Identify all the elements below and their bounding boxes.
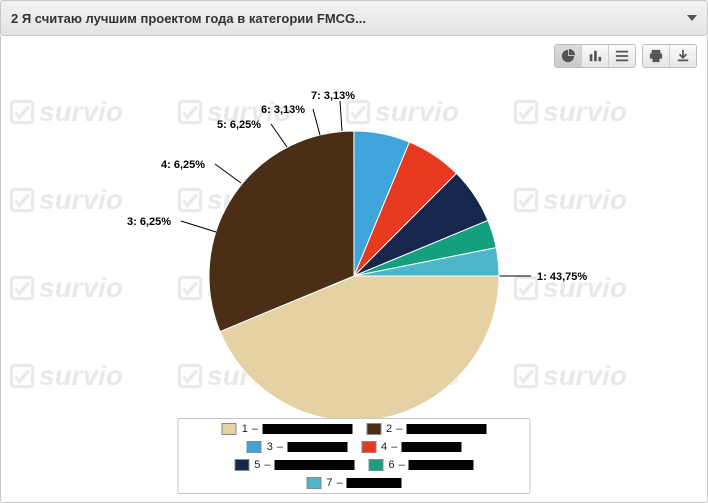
slice-label-7: 7: 3,13%: [311, 90, 355, 102]
chart-panel: surviosurviosurviosurviosurviosurviosurv…: [0, 36, 708, 503]
legend-item-2[interactable]: 2 –: [366, 423, 486, 435]
pie-chart-button[interactable]: [555, 45, 582, 67]
slice-label-6: 6: 3,13%: [261, 104, 305, 116]
panel-header[interactable]: 2 Я считаю лучшим проектом года в катего…: [0, 0, 708, 36]
chart-toolbar: [554, 44, 697, 68]
legend-item-6[interactable]: 6 –: [369, 459, 474, 471]
slice-label-3: 3: 6,25%: [127, 216, 171, 228]
pie-chart: 1: 43,75%2: 31,25%3: 6,25%4: 6,25%5: 6,2…: [1, 76, 707, 456]
list-button[interactable]: [609, 45, 635, 67]
download-button[interactable]: [670, 45, 696, 67]
legend-item-4[interactable]: 4 –: [361, 441, 461, 453]
legend-item-1[interactable]: 1 –: [222, 423, 352, 435]
slice-label-1: 1: 43,75%: [537, 271, 587, 283]
legend: 1 – 2 – 3 – 4 – 5 – 6 – 7 –: [178, 418, 531, 494]
legend-item-3[interactable]: 3 –: [247, 441, 347, 453]
slice-label-5: 5: 6,25%: [217, 119, 261, 131]
panel-title: 2 Я считаю лучшим проектом года в катего…: [11, 11, 366, 26]
print-button[interactable]: [643, 45, 670, 67]
bar-chart-button[interactable]: [582, 45, 609, 67]
chevron-down-icon: [687, 15, 697, 21]
export-group: [642, 44, 697, 68]
pie-svg: [1, 76, 707, 456]
legend-item-5[interactable]: 5 –: [234, 459, 354, 471]
chart-type-group: [554, 44, 636, 68]
legend-item-7[interactable]: 7 –: [306, 477, 401, 489]
slice-label-4: 4: 6,25%: [161, 159, 205, 171]
